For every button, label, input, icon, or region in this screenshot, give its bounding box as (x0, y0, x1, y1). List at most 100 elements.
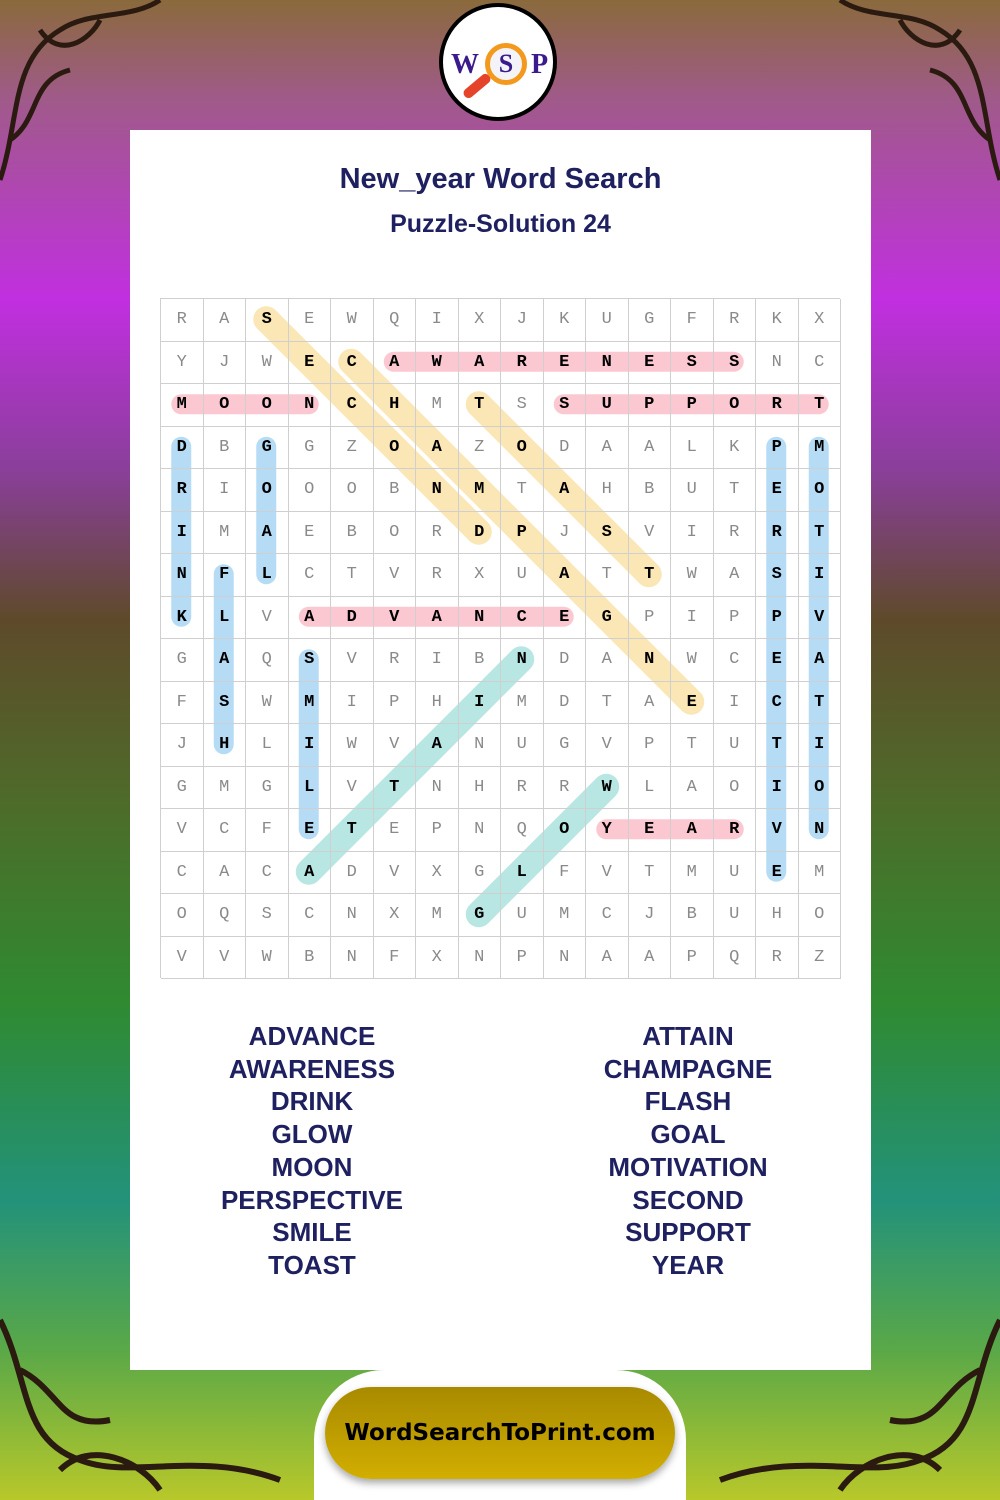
grid-cell: N (288, 384, 331, 427)
grid-cell: S (246, 894, 289, 937)
grid-cell: A (373, 341, 416, 384)
grid-cell: B (671, 894, 714, 937)
grid-cell: G (628, 299, 671, 342)
grid-cell: A (288, 596, 331, 639)
word-list-item: GOAL (650, 1119, 726, 1150)
grid-cell: L (246, 554, 289, 597)
grid-cell: O (288, 469, 331, 512)
grid-cell: R (501, 766, 544, 809)
grid-cell: N (586, 341, 629, 384)
grid-cell: O (543, 809, 586, 852)
grid-cell: C (161, 851, 204, 894)
grid-cell: T (628, 851, 671, 894)
grid-cell: M (798, 426, 841, 469)
grid-cell: R (756, 384, 799, 427)
grid-cell: P (373, 681, 416, 724)
grid-cell: N (458, 809, 501, 852)
grid-cell: G (458, 851, 501, 894)
grid-cell: Y (586, 809, 629, 852)
grid-cell: P (628, 724, 671, 767)
grid-cell: O (203, 384, 246, 427)
grid-cell: B (203, 426, 246, 469)
grid-cell: X (416, 936, 459, 979)
grid-cell: A (586, 426, 629, 469)
grid-cell: G (288, 426, 331, 469)
grid-cell: P (671, 384, 714, 427)
grid-cell: N (756, 341, 799, 384)
grid-cell: V (373, 554, 416, 597)
grid-cell: G (246, 766, 289, 809)
grid-cell: T (586, 681, 629, 724)
grid-cell: T (756, 724, 799, 767)
grid-cell: V (203, 936, 246, 979)
grid-cell: D (331, 596, 374, 639)
grid-cell: O (161, 894, 204, 937)
grid-cell: A (543, 554, 586, 597)
grid-cell: U (671, 469, 714, 512)
word-list-item: GLOW (271, 1119, 353, 1150)
word-list-item: DRINK (270, 1086, 354, 1117)
grid-cell: T (798, 511, 841, 554)
grid-cell: A (586, 936, 629, 979)
grid-cell: V (586, 851, 629, 894)
grid-cell: Z (458, 426, 501, 469)
grid-cell: W (246, 341, 289, 384)
grid-cell: C (501, 596, 544, 639)
grid-cell: Q (501, 809, 544, 852)
grid-cell: V (161, 809, 204, 852)
ornament-bottom-right (718, 1318, 1000, 1492)
grid-cell: R (756, 936, 799, 979)
grid-cell: W (331, 724, 374, 767)
grid-cell: V (373, 724, 416, 767)
grid-cell: L (501, 851, 544, 894)
grid-cell: R (543, 766, 586, 809)
grid-cell: P (628, 596, 671, 639)
grid-cell: S (203, 681, 246, 724)
grid-cell: V (373, 596, 416, 639)
grid-cell: R (501, 341, 544, 384)
grid-cell: B (373, 469, 416, 512)
website-link-button[interactable]: WordSearchToPrint.com (325, 1387, 675, 1479)
grid-cell: M (416, 894, 459, 937)
grid-cell: A (713, 554, 756, 597)
grid-cell: M (543, 894, 586, 937)
grid-cell: V (161, 936, 204, 979)
grid-cell: I (458, 681, 501, 724)
grid-cell: E (543, 341, 586, 384)
grid-cell: N (798, 809, 841, 852)
grid-cell: E (373, 809, 416, 852)
grid-cell: R (416, 554, 459, 597)
grid-cell: N (543, 936, 586, 979)
grid-cell: H (458, 766, 501, 809)
ornament-top-left (0, 0, 162, 181)
grid-cell: E (756, 469, 799, 512)
grid-cell: N (416, 469, 459, 512)
grid-cell: I (416, 639, 459, 682)
grid-cell: R (416, 511, 459, 554)
grid-cell: A (628, 426, 671, 469)
grid-cell: X (798, 299, 841, 342)
ornament-top-right (838, 0, 1000, 181)
grid-cell: N (416, 766, 459, 809)
grid-cell: S (671, 341, 714, 384)
grid-cell: R (713, 809, 756, 852)
grid-cell: Q (203, 894, 246, 937)
grid-cell: D (543, 426, 586, 469)
grid-cell: Z (798, 936, 841, 979)
grid-cell: R (373, 639, 416, 682)
grid-cell: O (713, 766, 756, 809)
grid-cell: A (416, 724, 459, 767)
magnifier-icon: S (485, 43, 527, 85)
page-subtitle: Puzzle-Solution 24 (390, 210, 611, 238)
grid-cell: A (416, 596, 459, 639)
grid-cell: J (203, 341, 246, 384)
grid-cell: H (586, 469, 629, 512)
grid-cell: E (628, 341, 671, 384)
grid-cell: W (416, 341, 459, 384)
grid-cell: T (501, 469, 544, 512)
grid-cell: A (203, 299, 246, 342)
grid-cell: I (756, 766, 799, 809)
grid-cell: O (798, 766, 841, 809)
word-list-item: ADVANCE (248, 1021, 376, 1051)
